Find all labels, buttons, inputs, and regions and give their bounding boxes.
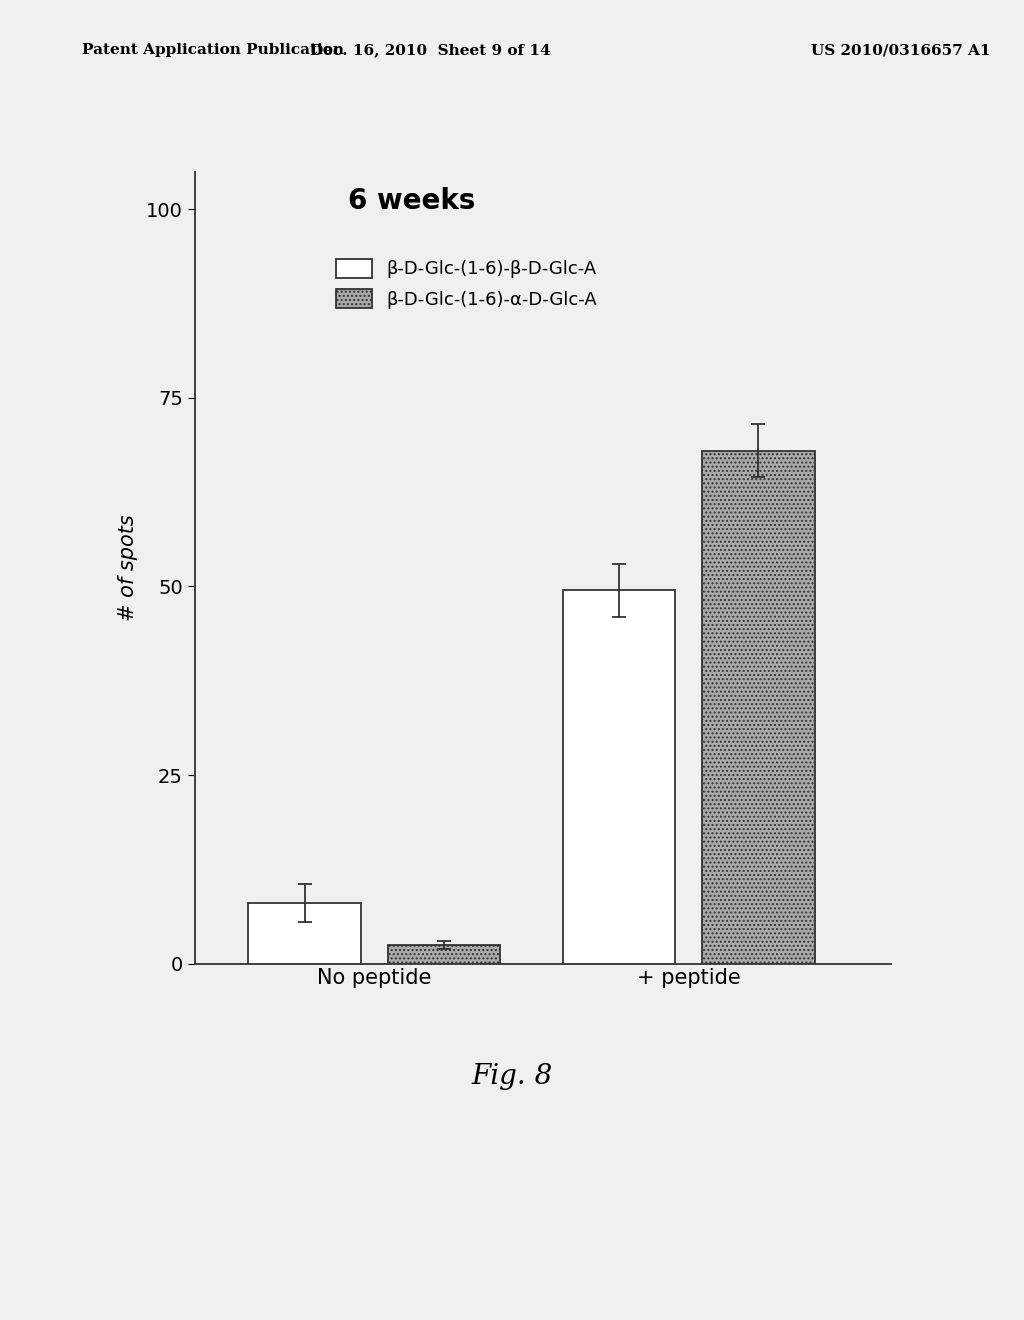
Bar (388, 945, 500, 964)
Bar (249, 903, 360, 964)
Text: US 2010/0316657 A1: US 2010/0316657 A1 (811, 44, 991, 57)
Bar (702, 450, 814, 964)
Text: Dec. 16, 2010  Sheet 9 of 14: Dec. 16, 2010 Sheet 9 of 14 (310, 44, 550, 57)
Bar (563, 590, 675, 964)
Legend: β-D-Glc-(1-6)-β-D-Glc-A, β-D-Glc-(1-6)-α-D-Glc-A: β-D-Glc-(1-6)-β-D-Glc-A, β-D-Glc-(1-6)-α… (329, 252, 605, 315)
Text: Patent Application Publication: Patent Application Publication (82, 44, 344, 57)
Text: 6 weeks: 6 weeks (348, 187, 475, 215)
Text: Fig. 8: Fig. 8 (471, 1063, 553, 1089)
Y-axis label: # of spots: # of spots (118, 515, 137, 620)
